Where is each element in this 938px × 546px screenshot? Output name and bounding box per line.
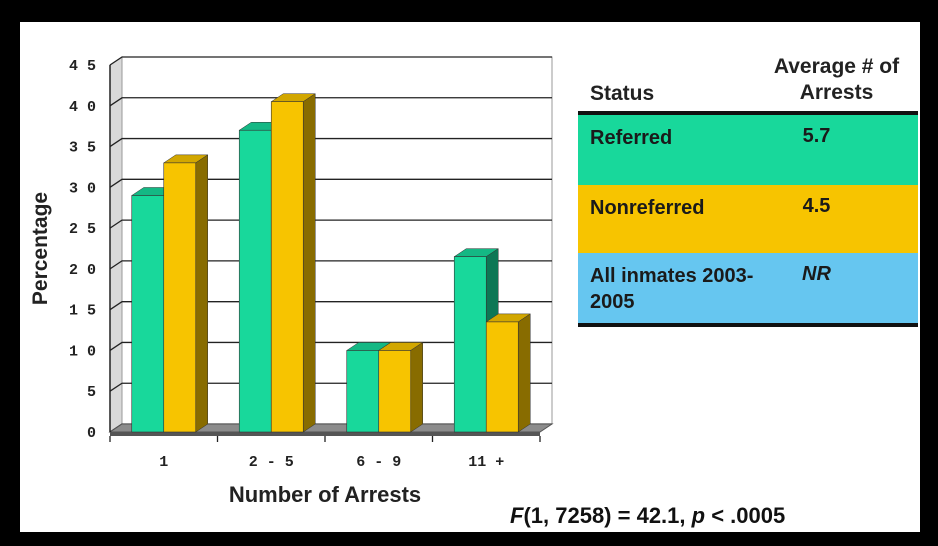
bar-side bbox=[195, 154, 208, 433]
slide-canvas: 0 5 1 0 1 5 2 0 2 5 3 0 3 5 4 0 4 5 1 2 - 5 6 - 9 11 … bbox=[20, 22, 920, 532]
table-row-referred: Referred 5.7 bbox=[578, 115, 918, 185]
footnote-rest: < .0005 bbox=[705, 503, 786, 528]
footnote-f: F bbox=[510, 503, 524, 528]
y-tick-label: 3 5 bbox=[69, 140, 96, 157]
bar bbox=[131, 195, 165, 433]
bar-side bbox=[410, 341, 423, 433]
header-average-arrests: Average # of Arrests bbox=[773, 55, 900, 104]
x-tick-label: 2 - 5 bbox=[249, 454, 294, 471]
gridline bbox=[109, 137, 552, 148]
footnote-df: (1, 7258) = 42.1, bbox=[523, 503, 692, 528]
gridline bbox=[109, 56, 552, 66]
gridline bbox=[109, 97, 552, 107]
bar bbox=[346, 350, 380, 433]
chart-side-wall bbox=[109, 56, 123, 433]
x-tick-label: 11 + bbox=[468, 454, 504, 471]
x-tick-label: 1 bbox=[159, 454, 168, 471]
y-tick-label: 1 5 bbox=[69, 303, 96, 320]
row-status: Nonreferred bbox=[590, 197, 705, 219]
bar bbox=[238, 129, 272, 433]
row-status: Referred bbox=[590, 127, 673, 149]
bar bbox=[270, 101, 304, 433]
y-tick-label: 4 0 bbox=[69, 99, 96, 116]
y-tick-label: 2 5 bbox=[69, 221, 96, 238]
y-tick-label: 3 0 bbox=[69, 180, 96, 197]
gridline bbox=[109, 260, 552, 270]
row-status: All inmates 2003-2005 bbox=[590, 265, 754, 313]
chart-floor-edge bbox=[110, 432, 540, 436]
arrests-table: Status Average # of Arrests Referred 5.7… bbox=[578, 49, 918, 327]
bar-side bbox=[518, 313, 531, 433]
table-row-all-inmates: All inmates 2003-2005 NR bbox=[578, 253, 918, 327]
table-row-nonreferred: Nonreferred 4.5 bbox=[578, 185, 918, 253]
row-average: NR bbox=[802, 263, 831, 285]
bar bbox=[163, 162, 197, 433]
y-tick-label: 1 0 bbox=[69, 343, 96, 360]
y-tick-label: 2 0 bbox=[69, 262, 96, 279]
x-axis-title: Number of Arrests bbox=[229, 482, 421, 507]
bar-chart: 0 5 1 0 1 5 2 0 2 5 3 0 3 5 4 0 4 5 1 2 - 5 6 - 9 11 … bbox=[29, 56, 554, 507]
gridline bbox=[109, 178, 552, 188]
y-tick-label: 0 bbox=[87, 425, 96, 442]
y-axis-title: Percentage bbox=[29, 192, 52, 305]
gridline bbox=[109, 301, 552, 311]
row-average: 5.7 bbox=[802, 125, 831, 147]
row-average: 4.5 bbox=[802, 195, 831, 217]
statistical-test-footnote: F(1, 7258) = 42.1, p < .0005 bbox=[510, 503, 785, 529]
footnote-p: p bbox=[691, 503, 706, 528]
y-tick-label: 5 bbox=[87, 384, 96, 401]
gridline bbox=[109, 219, 552, 229]
bar bbox=[485, 321, 519, 433]
bar bbox=[453, 256, 487, 433]
bar bbox=[378, 350, 412, 433]
bar-side bbox=[303, 93, 316, 433]
y-tick-label: 4 5 bbox=[69, 58, 96, 75]
header-status: Status bbox=[590, 82, 655, 105]
x-tick-label: 6 - 9 bbox=[356, 454, 401, 471]
table-header-row: Status Average # of Arrests bbox=[578, 49, 918, 115]
